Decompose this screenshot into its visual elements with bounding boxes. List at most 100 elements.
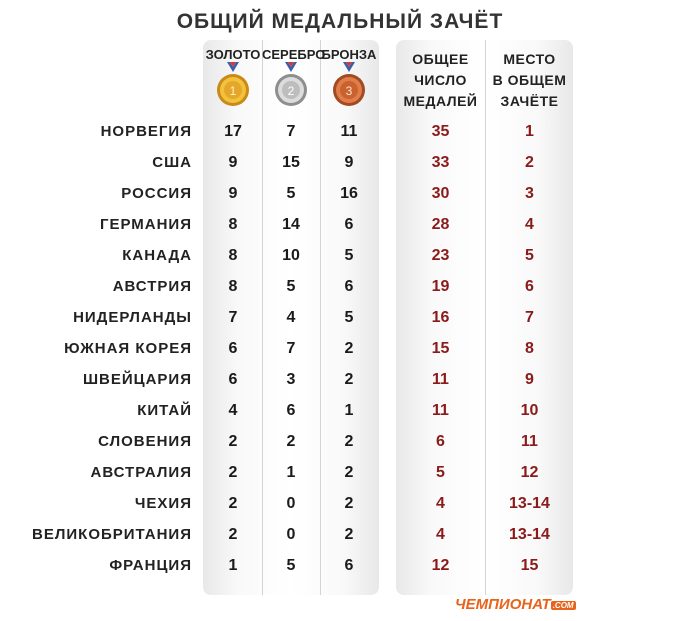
table-row: НОРВЕГИЯ 17 7 11 35 1 — [0, 116, 680, 147]
silver-cell: 15 — [282, 154, 300, 171]
bronze-cell: 1 — [344, 402, 354, 419]
country-cell: ЮЖНАЯ КОРЕЯ — [64, 340, 192, 357]
country-cell: КИТАЙ — [137, 402, 192, 419]
total-cell: 15 — [431, 340, 450, 357]
bronze-cell: 2 — [344, 433, 354, 450]
bronze-cell: 2 — [344, 340, 354, 357]
rank-cell: 5 — [525, 247, 534, 264]
total-header-line: МЕДАЛЕЙ — [403, 93, 478, 109]
gold-cell: 2 — [228, 464, 238, 481]
table-row: СЛОВЕНИЯ 2 2 2 6 11 — [0, 426, 680, 457]
rank-cell: 13-14 — [509, 526, 550, 543]
country-cell: НОРВЕГИЯ — [100, 123, 192, 140]
rank-cell: 6 — [525, 278, 534, 295]
column-divider — [262, 40, 263, 595]
silver-cell: 7 — [286, 123, 296, 140]
column-divider — [485, 40, 486, 595]
silver-cell: 14 — [282, 216, 300, 233]
rank-header-line: ЗАЧЁТЕ — [500, 93, 559, 109]
logo-text: ЧЕМПИОНАТ — [455, 596, 551, 613]
bronze-cell: 5 — [344, 309, 354, 326]
bronze-cell: 9 — [344, 154, 354, 171]
gold-cell: 17 — [224, 123, 242, 140]
bronze-cell: 2 — [344, 464, 354, 481]
gold-cell: 4 — [228, 402, 238, 419]
page-title: ОБЩИЙ МЕДАЛЬНЫЙ ЗАЧЁТ — [176, 10, 504, 33]
table-row: КАНАДА 8 10 5 23 5 — [0, 240, 680, 271]
gold-cell: 8 — [228, 247, 238, 264]
rank-cell: 8 — [525, 340, 534, 357]
bronze-medal-number: 3 — [346, 84, 353, 98]
total-cell: 19 — [431, 278, 450, 295]
gold-cell: 1 — [228, 557, 238, 574]
total-cell: 6 — [436, 433, 445, 450]
country-cell: ЧЕХИЯ — [134, 495, 192, 512]
gold-header: ЗОЛОТО — [205, 47, 261, 62]
table-row: США 9 15 9 33 2 — [0, 147, 680, 178]
gold-cell: 2 — [228, 526, 238, 543]
total-cell: 5 — [436, 464, 445, 481]
total-cell: 11 — [432, 371, 449, 388]
total-cell: 28 — [431, 216, 450, 233]
bronze-medal-icon: 3 — [333, 62, 365, 106]
gold-medal-icon: 1 — [217, 62, 249, 106]
country-cell: РОССИЯ — [121, 185, 192, 202]
rank-cell: 3 — [525, 185, 534, 202]
silver-cell: 6 — [286, 402, 296, 419]
silver-medal-number: 2 — [288, 84, 295, 98]
total-header-line: ОБЩЕЕ — [412, 51, 469, 67]
silver-cell: 7 — [286, 340, 296, 357]
medals-panel — [203, 40, 379, 595]
silver-cell: 4 — [286, 309, 296, 326]
table-row: ГЕРМАНИЯ 8 14 6 28 4 — [0, 209, 680, 240]
totals-panel — [396, 40, 573, 595]
country-cell: АВСТРИЯ — [112, 278, 192, 295]
total-cell: 4 — [436, 495, 445, 512]
rank-cell: 12 — [520, 464, 539, 481]
total-cell: 23 — [431, 247, 450, 264]
country-cell: ФРАНЦИЯ — [109, 557, 192, 574]
gold-cell: 6 — [228, 371, 238, 388]
rank-cell: 10 — [520, 402, 539, 419]
gold-medal-number: 1 — [230, 84, 237, 98]
silver-medal-icon: 2 — [275, 62, 307, 106]
rank-cell: 7 — [525, 309, 534, 326]
total-cell: 11 — [432, 402, 449, 419]
table-row: КИТАЙ 4 6 1 11 10 — [0, 395, 680, 426]
country-cell: ГЕРМАНИЯ — [99, 216, 192, 233]
table-row: ЧЕХИЯ 2 0 2 4 13-14 — [0, 488, 680, 519]
column-divider — [320, 40, 321, 595]
bronze-cell: 2 — [344, 526, 354, 543]
gold-cell: 6 — [228, 340, 238, 357]
total-cell: 30 — [431, 185, 450, 202]
table-row: НИДЕРЛАНДЫ 7 4 5 16 7 — [0, 302, 680, 333]
total-cell: 4 — [436, 526, 445, 543]
table-row: ШВЕЙЦАРИЯ 6 3 2 11 9 — [0, 364, 680, 395]
rank-cell: 2 — [525, 154, 534, 171]
total-cell: 16 — [431, 309, 450, 326]
bronze-cell: 6 — [344, 557, 354, 574]
gold-cell: 2 — [228, 495, 238, 512]
table-row: ЮЖНАЯ КОРЕЯ 6 7 2 15 8 — [0, 333, 680, 364]
bronze-cell: 16 — [340, 185, 358, 202]
rank-header-line: В ОБЩЕМ — [492, 72, 567, 88]
total-header-line: ЧИСЛО — [414, 72, 467, 88]
rank-header: МЕСТО В ОБЩЕМ ЗАЧЁТЕ — [486, 49, 573, 112]
bronze-cell: 11 — [340, 123, 358, 140]
rank-header-line: МЕСТО — [503, 51, 556, 67]
silver-cell: 3 — [286, 371, 296, 388]
gold-cell: 9 — [228, 185, 238, 202]
silver-header: СЕРЕБРО — [262, 47, 326, 62]
bronze-cell: 2 — [344, 371, 354, 388]
championat-logo: ЧЕМПИОНАТ .COM — [455, 596, 576, 618]
bronze-cell: 6 — [344, 278, 354, 295]
table-row: РОССИЯ 9 5 16 30 3 — [0, 178, 680, 209]
bronze-header: БРОНЗА — [321, 47, 377, 62]
gold-cell: 7 — [228, 309, 238, 326]
gold-cell: 8 — [228, 216, 238, 233]
table-row: АВСТРИЯ 8 5 6 19 6 — [0, 271, 680, 302]
country-cell: ВЕЛИКОБРИТАНИЯ — [32, 526, 192, 543]
total-header: ОБЩЕЕ ЧИСЛО МЕДАЛЕЙ — [396, 49, 485, 112]
total-cell: 33 — [431, 154, 450, 171]
rank-cell: 11 — [521, 433, 538, 450]
